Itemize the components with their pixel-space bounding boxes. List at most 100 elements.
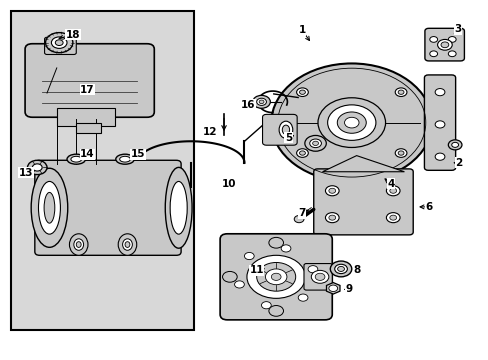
Circle shape <box>328 285 337 292</box>
Circle shape <box>447 140 461 150</box>
Circle shape <box>330 261 351 277</box>
FancyBboxPatch shape <box>262 114 297 145</box>
Text: 8: 8 <box>352 265 360 275</box>
Circle shape <box>259 100 264 104</box>
Circle shape <box>244 252 254 260</box>
Bar <box>11 11 194 330</box>
Circle shape <box>434 153 444 160</box>
Ellipse shape <box>76 242 81 247</box>
Ellipse shape <box>279 121 292 138</box>
Circle shape <box>27 160 47 175</box>
FancyBboxPatch shape <box>304 264 331 290</box>
Circle shape <box>437 40 451 50</box>
Circle shape <box>325 213 338 223</box>
Circle shape <box>434 121 444 128</box>
Circle shape <box>298 294 307 301</box>
Circle shape <box>261 302 271 309</box>
FancyBboxPatch shape <box>220 234 331 320</box>
Circle shape <box>429 37 437 42</box>
FancyBboxPatch shape <box>35 160 181 255</box>
Circle shape <box>234 281 244 288</box>
Circle shape <box>325 186 338 196</box>
Circle shape <box>440 42 448 48</box>
Circle shape <box>389 188 396 193</box>
Circle shape <box>334 264 346 274</box>
Circle shape <box>299 90 305 94</box>
Circle shape <box>45 33 73 53</box>
Text: 12: 12 <box>203 127 217 136</box>
Circle shape <box>397 151 403 155</box>
Circle shape <box>32 164 42 171</box>
Circle shape <box>246 255 305 298</box>
Circle shape <box>328 215 335 220</box>
Ellipse shape <box>67 154 85 164</box>
Circle shape <box>327 105 375 140</box>
Circle shape <box>294 216 304 223</box>
Ellipse shape <box>122 239 132 250</box>
Circle shape <box>386 213 399 223</box>
Ellipse shape <box>170 181 187 234</box>
Circle shape <box>268 306 283 316</box>
Circle shape <box>389 215 396 220</box>
Ellipse shape <box>120 156 130 162</box>
Circle shape <box>311 270 328 283</box>
Circle shape <box>447 51 455 57</box>
Circle shape <box>304 135 325 151</box>
Circle shape <box>429 51 437 57</box>
Circle shape <box>309 139 321 148</box>
Bar <box>76 123 101 134</box>
Circle shape <box>307 266 317 273</box>
Circle shape <box>299 151 305 155</box>
Circle shape <box>296 149 308 157</box>
Circle shape <box>252 95 270 108</box>
Text: 5: 5 <box>284 133 291 143</box>
Circle shape <box>394 88 406 96</box>
Circle shape <box>397 90 403 94</box>
Circle shape <box>447 37 455 42</box>
Text: 17: 17 <box>80 85 95 95</box>
Text: 2: 2 <box>454 158 462 168</box>
Ellipse shape <box>116 154 134 164</box>
Text: 13: 13 <box>19 168 33 178</box>
Text: 11: 11 <box>249 265 264 275</box>
Circle shape <box>451 142 458 147</box>
Circle shape <box>317 98 385 148</box>
Text: 15: 15 <box>131 149 145 159</box>
FancyBboxPatch shape <box>25 44 154 117</box>
FancyBboxPatch shape <box>313 169 412 235</box>
Bar <box>57 108 115 126</box>
Circle shape <box>312 141 318 145</box>
Circle shape <box>256 262 295 291</box>
Text: 14: 14 <box>80 149 95 159</box>
Text: 18: 18 <box>65 30 80 40</box>
Ellipse shape <box>165 167 192 248</box>
Polygon shape <box>322 156 404 172</box>
Ellipse shape <box>31 168 68 247</box>
Text: 3: 3 <box>453 24 461 35</box>
Ellipse shape <box>125 242 130 247</box>
Text: 4: 4 <box>386 179 394 189</box>
Circle shape <box>256 98 266 105</box>
Circle shape <box>337 112 366 133</box>
Text: 10: 10 <box>221 179 236 189</box>
Circle shape <box>394 149 406 157</box>
Ellipse shape <box>71 156 81 162</box>
Circle shape <box>271 63 431 182</box>
Circle shape <box>281 245 290 252</box>
Circle shape <box>296 88 308 96</box>
Circle shape <box>265 269 286 285</box>
Circle shape <box>337 266 344 271</box>
Ellipse shape <box>118 234 137 255</box>
Circle shape <box>328 188 335 193</box>
FancyBboxPatch shape <box>424 28 464 61</box>
Circle shape <box>51 37 67 48</box>
Ellipse shape <box>74 239 83 250</box>
FancyBboxPatch shape <box>44 37 76 54</box>
Circle shape <box>271 273 281 280</box>
Ellipse shape <box>69 234 88 255</box>
Text: 7: 7 <box>298 208 305 218</box>
Text: 9: 9 <box>345 284 352 294</box>
Circle shape <box>315 273 325 280</box>
Text: 1: 1 <box>298 25 305 35</box>
Ellipse shape <box>44 192 55 223</box>
